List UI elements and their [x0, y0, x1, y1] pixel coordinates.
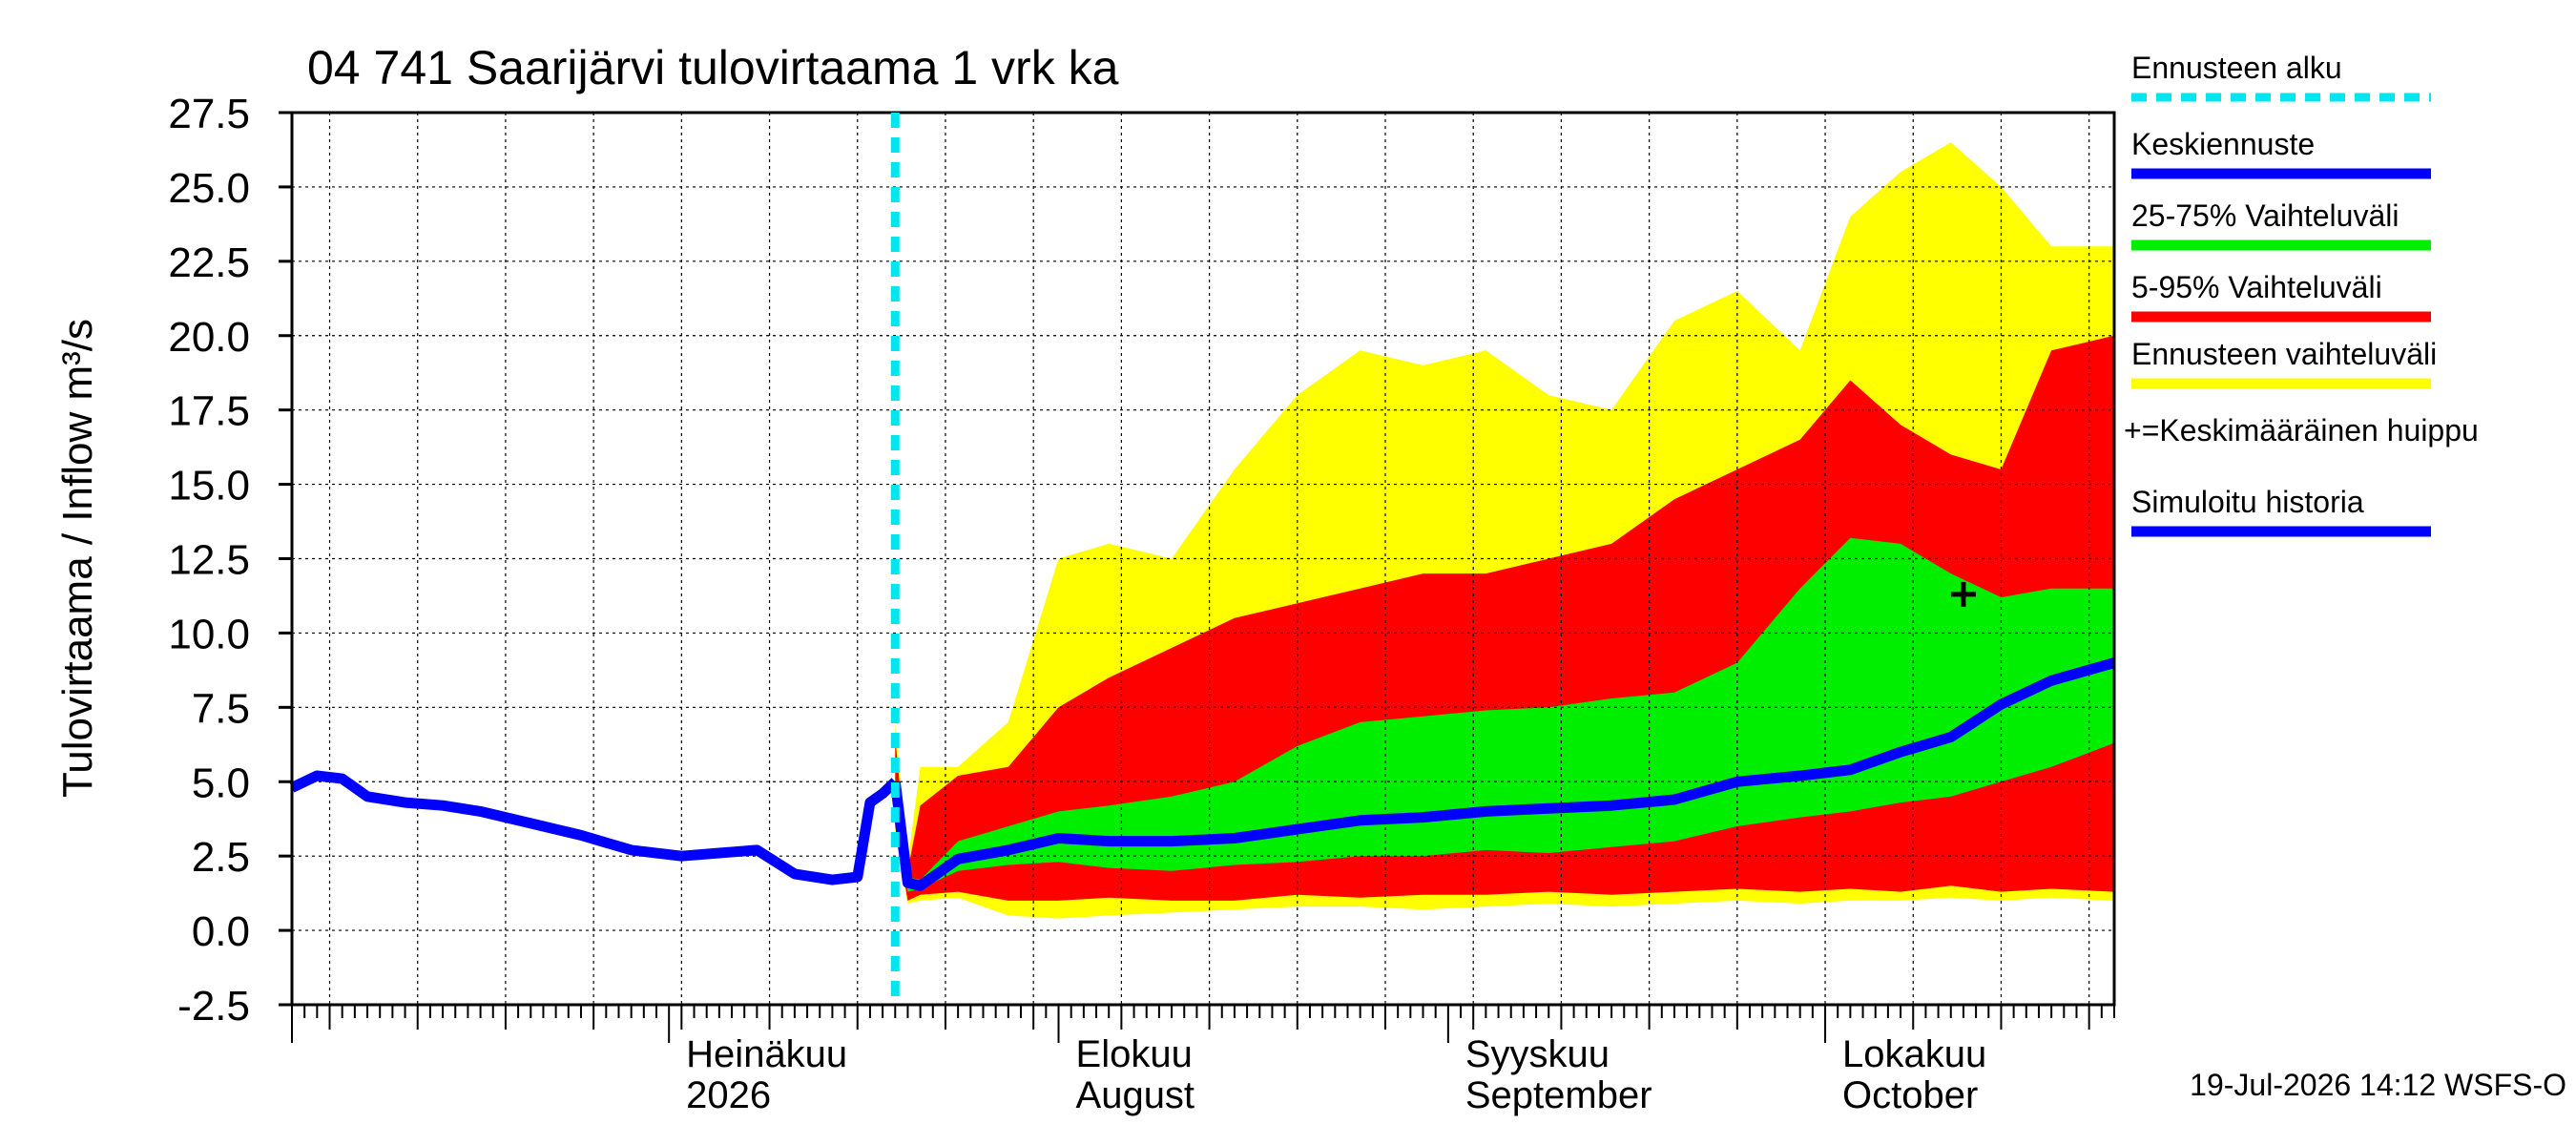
range-25-75-band: [895, 537, 2114, 892]
markers: [890, 113, 1976, 1005]
flow-lines: [289, 657, 2116, 891]
y-tick-label: 22.5: [168, 239, 250, 286]
y-tick-label: 25.0: [168, 165, 250, 212]
legend-label: Ennusteen vaihteluväli: [2131, 337, 2437, 371]
legend-label: +=Keskimääräinen huippu: [2124, 413, 2479, 448]
y-tick-label: 17.5: [168, 388, 250, 435]
legend-label: Ennusteen alku: [2131, 51, 2342, 85]
y-tick-label: 20.0: [168, 314, 250, 361]
chart-title: 04 741 Saarijärvi tulovirtaama 1 vrk ka: [307, 41, 1119, 94]
forecast-bands: [895, 142, 2114, 919]
x-month-label: Elokuu: [1076, 1033, 1193, 1075]
y-axis: 27.5 25.0 22.5 20.0 17.5 15.0 12.5 10.0 7.5 5.0 2.…: [168, 91, 292, 1030]
x-month-sublabel: September: [1465, 1074, 1652, 1116]
y-tick-label: 7.5: [192, 685, 250, 732]
x-month-sublabel: 2026: [686, 1074, 771, 1116]
y-tick-label: 2.5: [192, 834, 250, 881]
footer-timestamp: 19-Jul-2026 14:12 WSFS-O: [2190, 1068, 2566, 1102]
x-month-sublabel: October: [1842, 1074, 1978, 1116]
x-month-sublabel: August: [1076, 1074, 1195, 1116]
mean-forecast-line: [889, 657, 2116, 891]
legend-label: Keskiennuste: [2131, 127, 2315, 161]
legend-label: Simuloitu historia: [2131, 485, 2364, 519]
average-peak-marker: [1950, 581, 1976, 607]
y-tick-label: 27.5: [168, 91, 250, 137]
y-tick-label: -2.5: [177, 983, 250, 1030]
x-month-label: Lokakuu: [1842, 1033, 1986, 1075]
x-month-label: Heinäkuu: [686, 1033, 847, 1075]
x-month-label: Syyskuu: [1465, 1033, 1610, 1075]
legend-label: 25-75% Vaihteluväli: [2131, 198, 2399, 233]
simulated-history-line: [289, 770, 900, 885]
y-tick-label: 10.0: [168, 611, 250, 657]
legend-label: 5-95% Vaihteluväli: [2131, 270, 2382, 304]
legend: Ennusteen alku Keskiennuste 25-75% Vaihtel…: [2124, 51, 2479, 537]
y-axis-label: Tulovirtaama / Inflow m³/s: [54, 319, 101, 798]
y-tick-label: 15.0: [168, 463, 250, 510]
y-tick-label: 5.0: [192, 760, 250, 806]
y-tick-label: 0.0: [192, 908, 250, 955]
y-tick-label: 12.5: [168, 537, 250, 584]
